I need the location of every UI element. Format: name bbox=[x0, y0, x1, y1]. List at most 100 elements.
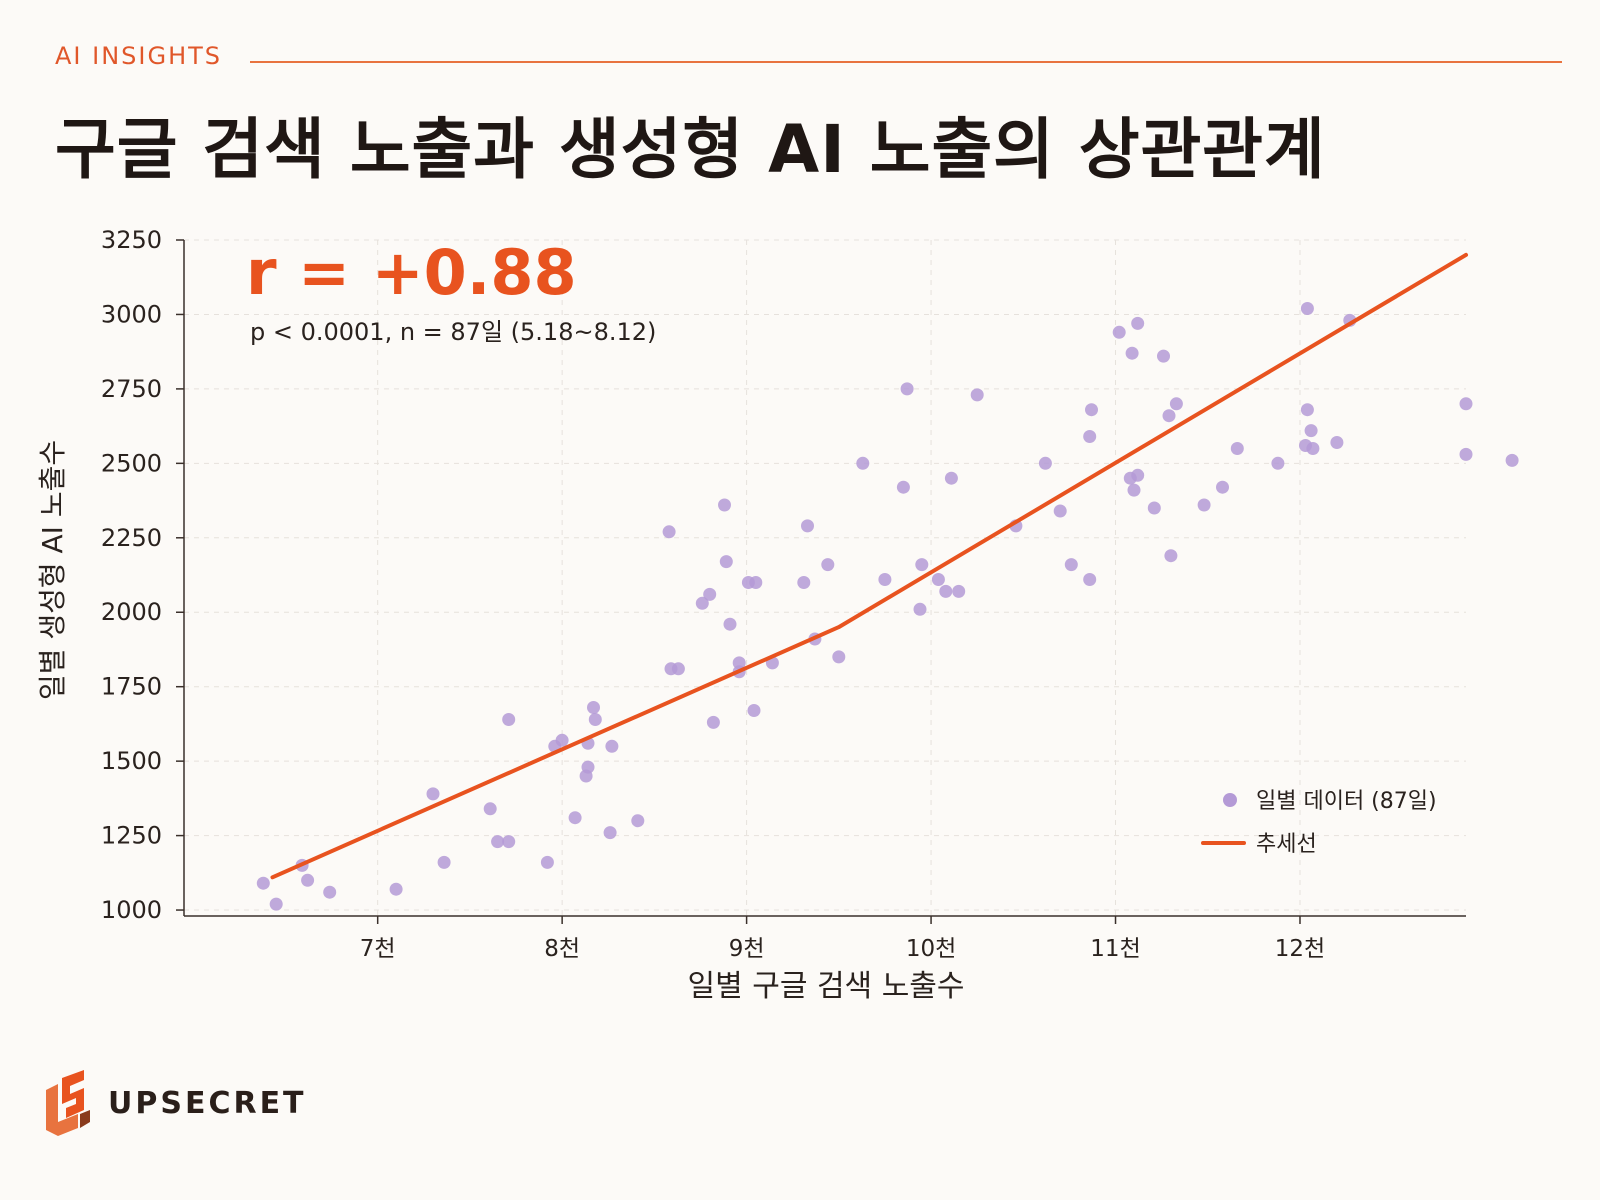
y-tick-label: 2000 bbox=[101, 598, 162, 626]
data-point bbox=[856, 456, 870, 470]
data-point bbox=[662, 525, 676, 539]
data-point bbox=[1306, 442, 1320, 455]
legend-trend-label: 추세선 bbox=[1256, 832, 1317, 857]
data-point bbox=[732, 656, 746, 670]
data-point bbox=[1131, 468, 1145, 482]
data-point bbox=[1300, 302, 1314, 315]
data-point bbox=[491, 835, 505, 849]
y-tick-label: 1500 bbox=[101, 747, 162, 775]
brand-name: UPSECRET bbox=[108, 1085, 307, 1121]
data-points bbox=[256, 302, 1519, 911]
legend-points-label: 일별 데이터 (87일) bbox=[1256, 789, 1437, 814]
kicker-divider bbox=[250, 61, 1562, 63]
data-point bbox=[1216, 480, 1229, 494]
upsecret-logo-icon bbox=[46, 1070, 90, 1136]
data-point bbox=[878, 573, 892, 586]
data-point bbox=[301, 873, 315, 887]
data-point bbox=[1038, 456, 1052, 470]
data-point bbox=[952, 584, 966, 598]
x-tick-label: 8천 bbox=[544, 936, 580, 962]
y-axis-label: 일별 생성형 AI 노출수 bbox=[36, 440, 69, 700]
data-point bbox=[568, 811, 582, 825]
x-tick-label: 10천 bbox=[906, 936, 956, 962]
data-point bbox=[671, 662, 685, 676]
scatter-chart: 1000 1250 1500 1750 2000 2250 2500 2750 3000 3250… bbox=[36, 226, 1519, 1004]
chart-legend: 일별 데이터 (87일) 추세선 bbox=[1201, 789, 1437, 857]
data-point bbox=[900, 382, 914, 396]
brand-footer: UPSECRET bbox=[44, 1068, 307, 1138]
data-point bbox=[1300, 403, 1314, 417]
data-point bbox=[389, 882, 403, 896]
data-point bbox=[1083, 573, 1097, 586]
y-tick-label: 3250 bbox=[101, 226, 162, 254]
data-point bbox=[719, 555, 733, 569]
y-tick-label: 3000 bbox=[101, 300, 162, 328]
data-point bbox=[1157, 349, 1170, 363]
data-point bbox=[703, 587, 717, 601]
data-point bbox=[695, 596, 709, 610]
x-tick-labels: 7천 8천 9천 10천 11천 12천 bbox=[360, 936, 1325, 962]
data-point bbox=[1112, 325, 1126, 339]
x-axis-label: 일별 구글 검색 노출수 bbox=[687, 969, 964, 1004]
data-point bbox=[970, 388, 984, 402]
data-point bbox=[588, 713, 602, 726]
data-point bbox=[1083, 430, 1097, 443]
data-point bbox=[801, 519, 814, 533]
data-point bbox=[1164, 549, 1178, 563]
data-point bbox=[483, 802, 497, 816]
legend-points-marker bbox=[1223, 793, 1237, 807]
data-point bbox=[1459, 447, 1473, 461]
data-point bbox=[502, 835, 516, 849]
data-point bbox=[1147, 501, 1161, 515]
data-point bbox=[1053, 504, 1067, 518]
data-point bbox=[502, 713, 516, 726]
data-point bbox=[1197, 498, 1211, 512]
data-point bbox=[915, 558, 929, 572]
data-point bbox=[747, 704, 761, 717]
statistics-note: p < 0.0001, n = 87일 (5.18~8.12) bbox=[250, 318, 656, 346]
data-point bbox=[1169, 397, 1183, 411]
data-point bbox=[832, 650, 846, 664]
data-point bbox=[1064, 558, 1078, 572]
y-tick-label: 1250 bbox=[101, 822, 162, 850]
y-tick-label: 2500 bbox=[101, 449, 162, 477]
x-tick-label: 11천 bbox=[1090, 936, 1140, 962]
x-tick-label: 7천 bbox=[360, 936, 396, 962]
data-point bbox=[931, 573, 945, 586]
x-tick-label: 12천 bbox=[1275, 936, 1325, 962]
data-point bbox=[718, 498, 731, 512]
data-point bbox=[706, 715, 720, 729]
kicker-label: AI INSIGHTS bbox=[55, 42, 223, 70]
data-point bbox=[631, 814, 645, 828]
data-point bbox=[256, 876, 270, 890]
page-title: 구글 검색 노출과 생성형 AI 노출의 상관관계 bbox=[55, 111, 1326, 188]
y-tick-label: 2750 bbox=[101, 375, 162, 403]
data-point bbox=[723, 617, 737, 631]
data-point bbox=[1505, 453, 1519, 467]
data-point bbox=[605, 739, 619, 753]
data-point bbox=[1127, 483, 1141, 497]
data-point bbox=[1330, 436, 1344, 449]
data-point bbox=[437, 855, 451, 869]
data-point bbox=[323, 885, 337, 899]
data-point bbox=[939, 584, 953, 598]
data-point bbox=[913, 602, 927, 616]
data-point bbox=[1085, 403, 1098, 417]
data-point bbox=[555, 733, 569, 747]
trend-line bbox=[270, 252, 1468, 880]
data-point bbox=[1230, 442, 1244, 455]
correlation-value: r = +0.88 bbox=[246, 236, 577, 309]
grid-lines bbox=[176, 239, 1466, 924]
y-tick-label: 1000 bbox=[101, 896, 162, 924]
data-point bbox=[1459, 397, 1473, 411]
data-point bbox=[1271, 456, 1285, 470]
data-point bbox=[896, 480, 910, 494]
y-tick-labels: 1000 1250 1500 1750 2000 2250 2500 2750 3000 3250 bbox=[101, 226, 162, 924]
data-point bbox=[797, 576, 811, 589]
y-tick-label: 1750 bbox=[101, 673, 162, 701]
data-point bbox=[426, 787, 440, 801]
data-point bbox=[540, 855, 554, 869]
data-point bbox=[269, 897, 283, 911]
data-point bbox=[821, 558, 835, 572]
data-point bbox=[587, 701, 600, 714]
